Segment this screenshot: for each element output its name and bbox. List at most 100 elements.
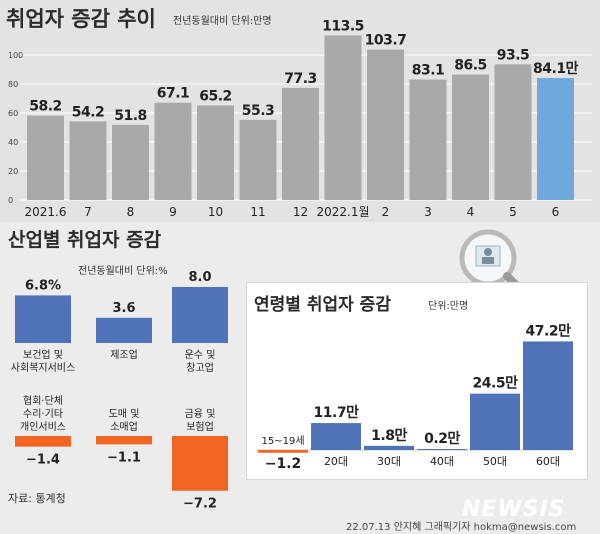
bar xyxy=(364,445,414,450)
x-tick-label: 4 xyxy=(467,205,475,219)
bar xyxy=(452,74,489,200)
bar xyxy=(258,450,308,453)
source-note: 자료: 통계청 xyxy=(8,492,66,505)
industry-chart-unit-note: 전년동월대비 단위:% xyxy=(78,266,168,277)
y-tick-label: 80 xyxy=(8,80,18,89)
bar-value-label: −1.1 xyxy=(107,450,141,465)
bar-value-label: 84.1만 xyxy=(533,61,579,77)
industry-chart-title: 산업별 취업자 증감 xyxy=(8,229,162,251)
bar-value-label: 3.6 xyxy=(112,301,135,316)
category-label: 협회·단체 xyxy=(23,394,63,407)
credit-line: 22.07.13 안지혜 그래픽기자 hokma@newsis.com xyxy=(346,522,577,533)
category-label: 제조업 xyxy=(110,348,138,361)
category-label: 20대 xyxy=(324,455,348,468)
x-tick-label: 6 xyxy=(552,205,560,219)
bar xyxy=(523,341,573,450)
category-label: 수리·기타 xyxy=(23,408,63,420)
x-tick-label: 3 xyxy=(424,205,432,219)
category-label: 사회복지서비스 xyxy=(11,362,75,374)
bar-value-label: 0.2만 xyxy=(424,431,460,447)
newsis-logo: NEWSIS xyxy=(462,497,566,522)
bar xyxy=(172,436,228,491)
x-tick-label: 11 xyxy=(250,205,265,219)
y-tick-label: 60 xyxy=(8,109,18,118)
bar xyxy=(197,105,234,200)
category-label: 보건업 및 xyxy=(23,348,63,361)
monthly-employment-chart: 0 20 40 60 80 100 58.2 2021.6 54.2 7 51.8 8 67.1 9 65.… xyxy=(8,18,592,219)
bar-value-label: 67.1 xyxy=(157,86,190,102)
bar xyxy=(112,124,149,200)
bar xyxy=(154,102,192,200)
bar xyxy=(470,393,520,450)
bar xyxy=(537,78,574,200)
bar xyxy=(15,295,71,343)
bar-value-label: −1.2 xyxy=(265,456,302,472)
bar xyxy=(324,35,362,200)
monthly-chart-title: 취업자 증감 추이 xyxy=(6,7,156,31)
x-tick-label: 12 xyxy=(293,205,308,219)
x-tick-label: 8 xyxy=(127,205,135,219)
category-label: 운수 및 xyxy=(185,349,216,361)
x-tick-label: 9 xyxy=(169,205,177,219)
bar xyxy=(69,121,107,200)
age-chart-title: 연령별 취업자 증감 xyxy=(254,295,391,315)
bar-value-label: 113.5 xyxy=(322,18,364,34)
bar xyxy=(96,436,152,445)
bar-value-label: 86.5 xyxy=(454,58,487,74)
bar-value-label: 1.8만 xyxy=(371,428,407,444)
bar-value-label: 11.7만 xyxy=(314,405,360,421)
category-label: 30대 xyxy=(377,455,401,468)
category-label: 도매 및 xyxy=(109,408,140,420)
bar-value-label: 83.1 xyxy=(412,63,445,79)
bar xyxy=(15,436,71,447)
bar-value-label: 8.0 xyxy=(188,270,211,285)
bar-value-label: −1.4 xyxy=(26,453,60,468)
category-label: 창고업 xyxy=(186,361,214,374)
bar-value-label: 77.3 xyxy=(284,71,317,87)
x-tick-label: 2 xyxy=(382,205,390,219)
bar-value-label: 55.3 xyxy=(242,103,275,119)
bar xyxy=(239,119,277,200)
bar-value-label: 24.5만 xyxy=(473,376,519,392)
bar xyxy=(409,79,447,200)
bar-value-label: 93.5 xyxy=(497,47,530,63)
category-label: 보험업 xyxy=(186,420,214,433)
monthly-chart-unit-note: 전년동월대비 단위:만명 xyxy=(173,16,272,27)
x-tick-label: 5 xyxy=(509,205,517,219)
bar-value-label: 47.2만 xyxy=(526,323,572,339)
x-tick-label: 2022.1월 xyxy=(316,205,369,219)
bar xyxy=(172,287,228,343)
bar-value-label: 103.7 xyxy=(365,33,407,49)
y-tick-label: 40 xyxy=(8,138,18,147)
category-label: 15~19세 xyxy=(261,435,304,447)
x-tick-label: 10 xyxy=(208,205,223,219)
y-tick-label: 20 xyxy=(8,167,18,176)
bar xyxy=(494,64,532,200)
y-tick-label: 100 xyxy=(8,51,23,60)
category-label: 소매업 xyxy=(110,420,138,433)
bar-value-label: 54.2 xyxy=(72,104,105,120)
category-label: 금융 및 xyxy=(185,408,216,420)
y-tick-label: 0 xyxy=(8,196,13,205)
bar xyxy=(417,449,467,450)
bar-value-label: −7.2 xyxy=(183,497,217,512)
bar-value-label: 58.2 xyxy=(29,99,62,115)
bar xyxy=(367,49,404,201)
age-chart-unit-note: 단위:만명 xyxy=(428,301,469,312)
bar xyxy=(96,317,152,343)
bar-value-label: 51.8 xyxy=(114,108,147,124)
bar xyxy=(282,87,319,200)
category-label: 60대 xyxy=(536,455,560,468)
bar xyxy=(311,423,361,450)
category-label: 40대 xyxy=(430,455,454,468)
x-tick-label: 2021.6 xyxy=(25,205,67,219)
category-label: 50대 xyxy=(483,455,507,468)
category-label: 개인서비스 xyxy=(20,421,66,433)
bar-value-label: 6.8% xyxy=(25,278,61,293)
bar-value-label: 65.2 xyxy=(199,88,232,104)
bar xyxy=(27,115,64,200)
